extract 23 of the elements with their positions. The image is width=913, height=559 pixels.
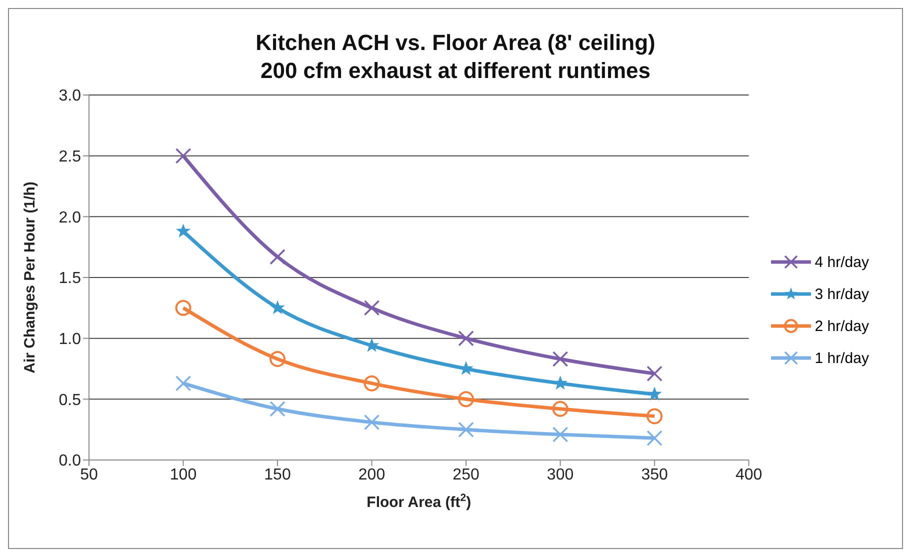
y-tick-label: 0.5 xyxy=(58,392,82,409)
y-tick-label: 2.0 xyxy=(58,209,82,226)
y-axis-title: Air Changes Per Hour (1/h) xyxy=(21,182,38,374)
x-axis-title: Floor Area (ft$^{2}$) xyxy=(366,492,472,511)
chart-subtitle: 200 cfm exhaust at different runtimes xyxy=(259,57,652,85)
y-tick-label: 0.0 xyxy=(58,452,82,470)
y-tick-label: 1.5 xyxy=(58,270,82,288)
legend-label: 4 hr/day xyxy=(814,254,869,270)
x-tick-label: 300 xyxy=(546,466,574,484)
y-tick-label: 1.0 xyxy=(58,331,82,348)
x-tick-label: 150 xyxy=(264,466,291,484)
x-tick-label: 350 xyxy=(641,466,668,484)
x-tick-label: 200 xyxy=(358,466,386,484)
y-tick-label: 2.5 xyxy=(58,148,82,166)
chart-title: Kitchen ACH vs. Floor Area (8' ceiling) xyxy=(254,29,656,57)
x-tick-label: 100 xyxy=(170,466,197,484)
legend-label: 3 hr/day xyxy=(814,286,869,302)
legend-label: 2 hr/day xyxy=(814,318,869,334)
x-tick-label: 250 xyxy=(452,466,480,484)
y-tick-label: 3.0 xyxy=(58,88,82,105)
legend-label: 1 hr/day xyxy=(814,350,869,366)
x-tick-label: 50 xyxy=(80,466,98,484)
x-tick-label: 400 xyxy=(735,466,762,484)
